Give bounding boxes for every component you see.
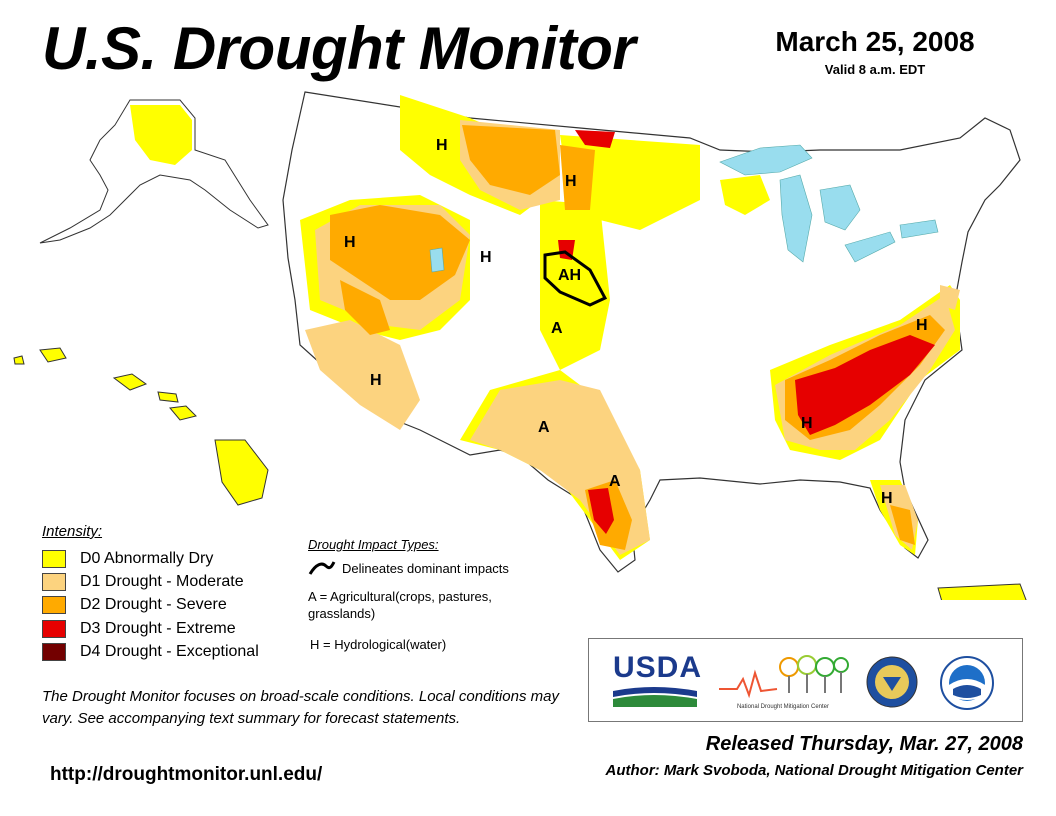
legend-item: D2 Drought - Severe (42, 594, 227, 616)
release-date: Released Thursday, Mar. 27, 2008 (705, 733, 1023, 755)
legend-item: D3 Drought - Extreme (42, 618, 236, 640)
legend-label: D4 Drought - Exceptional (80, 643, 259, 660)
ndmc-logo-text: National Drought Mitigation Center (736, 704, 830, 710)
impact-boundary-nebraska (543, 250, 608, 307)
legend-title: Intensity: (42, 523, 103, 540)
disclaimer: The Drought Monitor focuses on broad-sca… (42, 688, 559, 727)
legend-label: D0 Abnormally Dry (80, 550, 214, 567)
legend-label: D1 Drought - Moderate (80, 573, 244, 590)
legend-swatch-d2 (42, 596, 66, 614)
usda-logo-text: USDA (613, 651, 703, 684)
great-lakes (429, 144, 939, 273)
label-h-arizona: H (370, 372, 382, 389)
label-a-new-mexico: A (538, 419, 550, 436)
legend-item: D0 Abnormally Dry (42, 548, 213, 570)
alaska (39, 99, 269, 244)
legend-swatch-d3 (42, 620, 66, 638)
valid-time: Valid 8 a.m. EDT (824, 62, 926, 77)
legend-swatch-d1 (42, 573, 66, 591)
legend-item: D4 Drought - Exceptional (42, 641, 259, 663)
hawaii-big-island (214, 439, 269, 506)
label-a-colorado: A (551, 320, 563, 337)
label-a-texas: A (609, 473, 621, 490)
website-url[interactable]: http://droughtmonitor.unl.edu/ (50, 764, 323, 785)
partner-logos: USDA National Drought Mitigation Center (588, 638, 1023, 722)
map-date: March 25, 2008 (775, 26, 975, 57)
noaa-logo-icon (940, 656, 994, 710)
alaska-d0 (130, 105, 192, 165)
label-h-north-dakota: H (565, 173, 577, 190)
label-ah-nebraska: AH (558, 267, 581, 284)
ndmc-logo: National Drought Mitigation Center (717, 649, 849, 713)
label-h-oregon: H (344, 234, 356, 251)
label-h-florida: H (881, 490, 893, 507)
impact-hydrological: H = Hydrological(water) (310, 637, 447, 652)
usda-logo: USDA (613, 651, 703, 707)
drought-map: H H H H AH A H A A H H H (13, 91, 1027, 600)
puerto-rico (937, 583, 1027, 600)
legend-swatch-d4 (42, 643, 66, 661)
impact-types-title: Drought Impact Types: (308, 537, 439, 552)
legend-label: D2 Drought - Severe (80, 596, 227, 613)
doc-seal-icon (866, 656, 918, 708)
label-h-wyoming: H (480, 249, 492, 266)
author: Author: Mark Svoboda, National Drought M… (605, 762, 1024, 779)
impact-agricultural: A = Agricultural(crops, pastures, grassl… (308, 589, 492, 621)
legend-label: D3 Drought - Extreme (80, 620, 236, 637)
legend-item: D1 Drought - Moderate (42, 571, 244, 593)
impact-line-icon (308, 561, 336, 575)
label-h-tennessee: H (801, 415, 813, 432)
impact-line-label: Delineates dominant impacts (342, 561, 509, 576)
page-title: U.S. Drought Monitor (42, 15, 636, 82)
label-h-montana: H (436, 137, 448, 154)
legend-swatch-d0 (42, 550, 66, 568)
label-h-virginia: H (916, 317, 928, 334)
hawaii (13, 347, 269, 506)
